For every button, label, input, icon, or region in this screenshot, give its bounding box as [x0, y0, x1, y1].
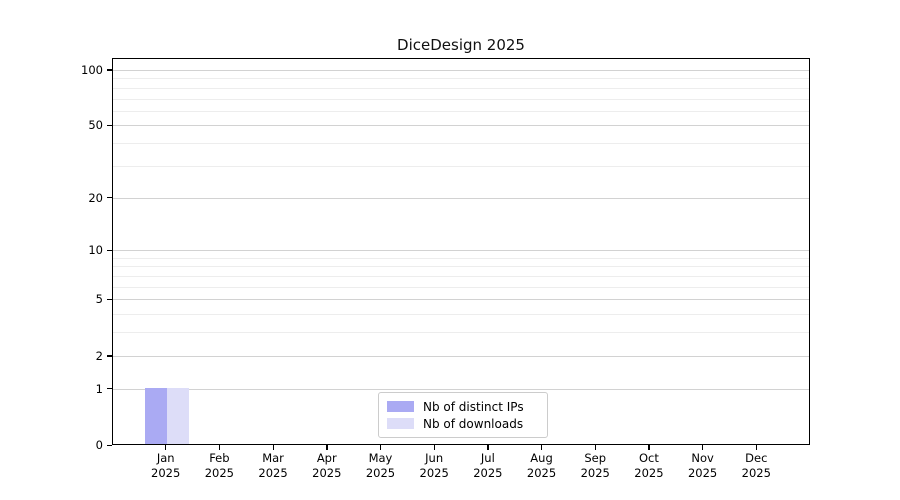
- x-tick-mark: [326, 445, 328, 450]
- x-tick-mark: [272, 445, 274, 450]
- y-tick-mark: [107, 388, 112, 390]
- plot-area: [112, 58, 810, 445]
- minor-gridline: [113, 257, 809, 259]
- y-tick-mark: [107, 355, 112, 357]
- x-tick-label: Apr 2025: [312, 451, 342, 480]
- x-tick-mark: [648, 445, 650, 450]
- y-tick-mark: [107, 197, 112, 199]
- legend-swatch-downloads: [387, 418, 414, 429]
- legend: Nb of distinct IPs Nb of downloads: [378, 392, 548, 438]
- bar-downloads: [166, 387, 189, 444]
- legend-item-distinct-ips: Nb of distinct IPs: [387, 398, 539, 415]
- minor-gridline: [113, 266, 809, 268]
- y-tick-label: 10: [88, 243, 103, 258]
- minor-gridline: [113, 78, 809, 80]
- x-tick-mark: [594, 445, 597, 450]
- legend-label-distinct-ips: Nb of distinct IPs: [423, 399, 524, 414]
- x-tick-label: Sep 2025: [580, 451, 610, 480]
- minor-gridline: [113, 314, 809, 316]
- minor-gridline: [113, 332, 809, 334]
- major-gridline: [113, 197, 809, 199]
- x-tick-label: May 2025: [365, 451, 396, 480]
- y-tick-label: 50: [88, 118, 103, 133]
- minor-gridline: [113, 165, 809, 167]
- chart-title: DiceDesign 2025: [397, 36, 525, 54]
- x-tick-label: Jun 2025: [419, 451, 449, 480]
- x-tick-label: Jul 2025: [473, 451, 503, 480]
- major-gridline: [113, 355, 809, 357]
- minor-gridline: [113, 276, 809, 277]
- y-tick-mark: [107, 298, 112, 301]
- y-tick-label: 1: [95, 381, 103, 396]
- x-tick-mark: [218, 445, 221, 450]
- x-tick-mark: [755, 445, 758, 450]
- minor-gridline: [113, 87, 809, 89]
- minor-gridline: [113, 110, 809, 112]
- x-tick-mark: [487, 445, 489, 450]
- y-tick-label: 2: [95, 348, 103, 363]
- major-gridline: [113, 388, 809, 390]
- major-gridline: [113, 299, 809, 301]
- major-gridline: [113, 125, 809, 127]
- minor-gridline: [113, 286, 809, 288]
- x-tick-mark: [433, 445, 435, 450]
- x-tick-mark: [379, 445, 382, 450]
- y-tick-label: 5: [95, 292, 103, 307]
- x-tick-label: Mar 2025: [258, 451, 288, 480]
- y-tick-mark: [107, 444, 112, 446]
- bar-distinct-ips: [144, 387, 167, 444]
- legend-swatch-distinct-ips: [387, 401, 414, 412]
- y-tick-label: 0: [95, 438, 103, 452]
- x-tick-label: Aug 2025: [526, 451, 557, 480]
- x-tick-label: Nov 2025: [687, 451, 718, 480]
- x-tick-mark: [702, 445, 704, 450]
- y-tick-label: 100: [81, 62, 103, 77]
- x-tick-label: Oct 2025: [634, 451, 664, 480]
- minor-gridline: [113, 143, 809, 145]
- minor-gridline: [113, 98, 809, 100]
- x-tick-label: Dec 2025: [741, 451, 771, 480]
- legend-label-downloads: Nb of downloads: [423, 416, 524, 431]
- x-tick-label: Feb 2025: [204, 451, 235, 480]
- major-gridline: [113, 69, 809, 71]
- y-tick-mark: [107, 249, 112, 251]
- legend-item-downloads: Nb of downloads: [387, 415, 539, 432]
- x-tick-label: Jan 2025: [151, 451, 181, 480]
- major-gridline: [113, 250, 809, 252]
- x-tick-mark: [165, 445, 167, 450]
- y-tick-mark: [107, 69, 112, 71]
- y-tick-label: 20: [88, 190, 103, 205]
- x-tick-mark: [541, 445, 543, 450]
- y-tick-mark: [107, 124, 112, 127]
